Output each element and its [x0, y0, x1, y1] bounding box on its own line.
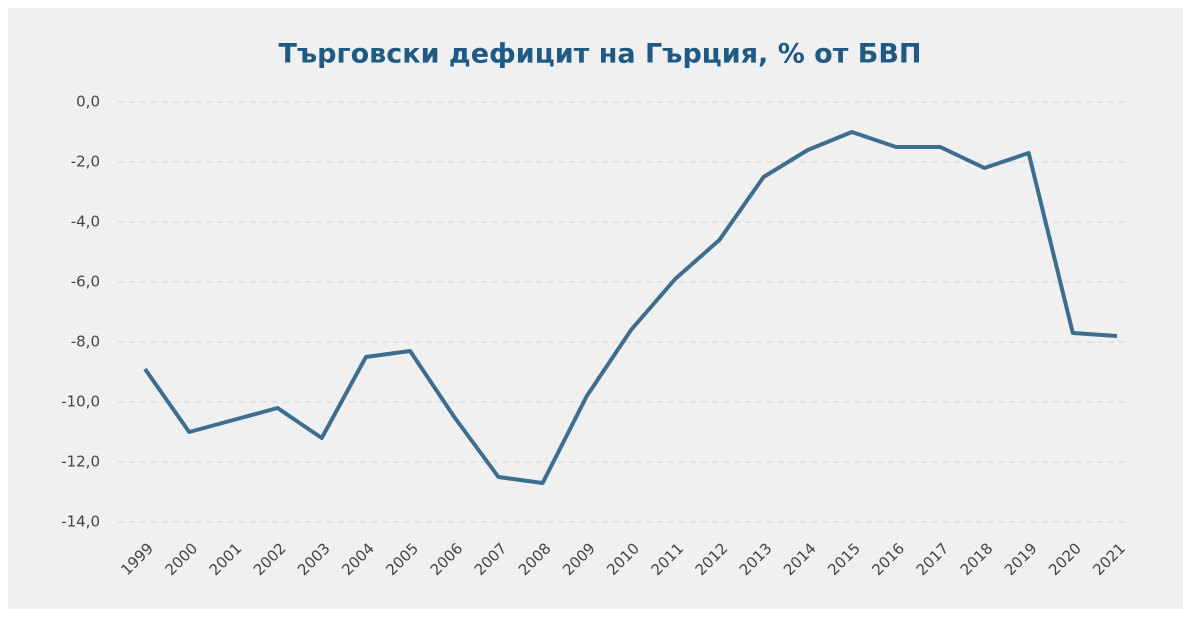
y-tick-label: -2,0	[71, 153, 100, 171]
data-line	[143, 130, 1118, 485]
y-tick-label: -14,0	[61, 513, 100, 531]
y-tick-label: -6,0	[71, 273, 100, 291]
y-tick-label: -10,0	[61, 393, 100, 411]
y-tick-label: -4,0	[71, 213, 100, 231]
y-tick-label: -8,0	[71, 333, 100, 351]
chart-background	[8, 8, 1183, 609]
y-tick-label: -12,0	[61, 453, 100, 471]
chart-title: Търговски дефицит на Гърция, % от БВП	[278, 39, 921, 70]
y-tick-label: 0,0	[76, 93, 100, 111]
